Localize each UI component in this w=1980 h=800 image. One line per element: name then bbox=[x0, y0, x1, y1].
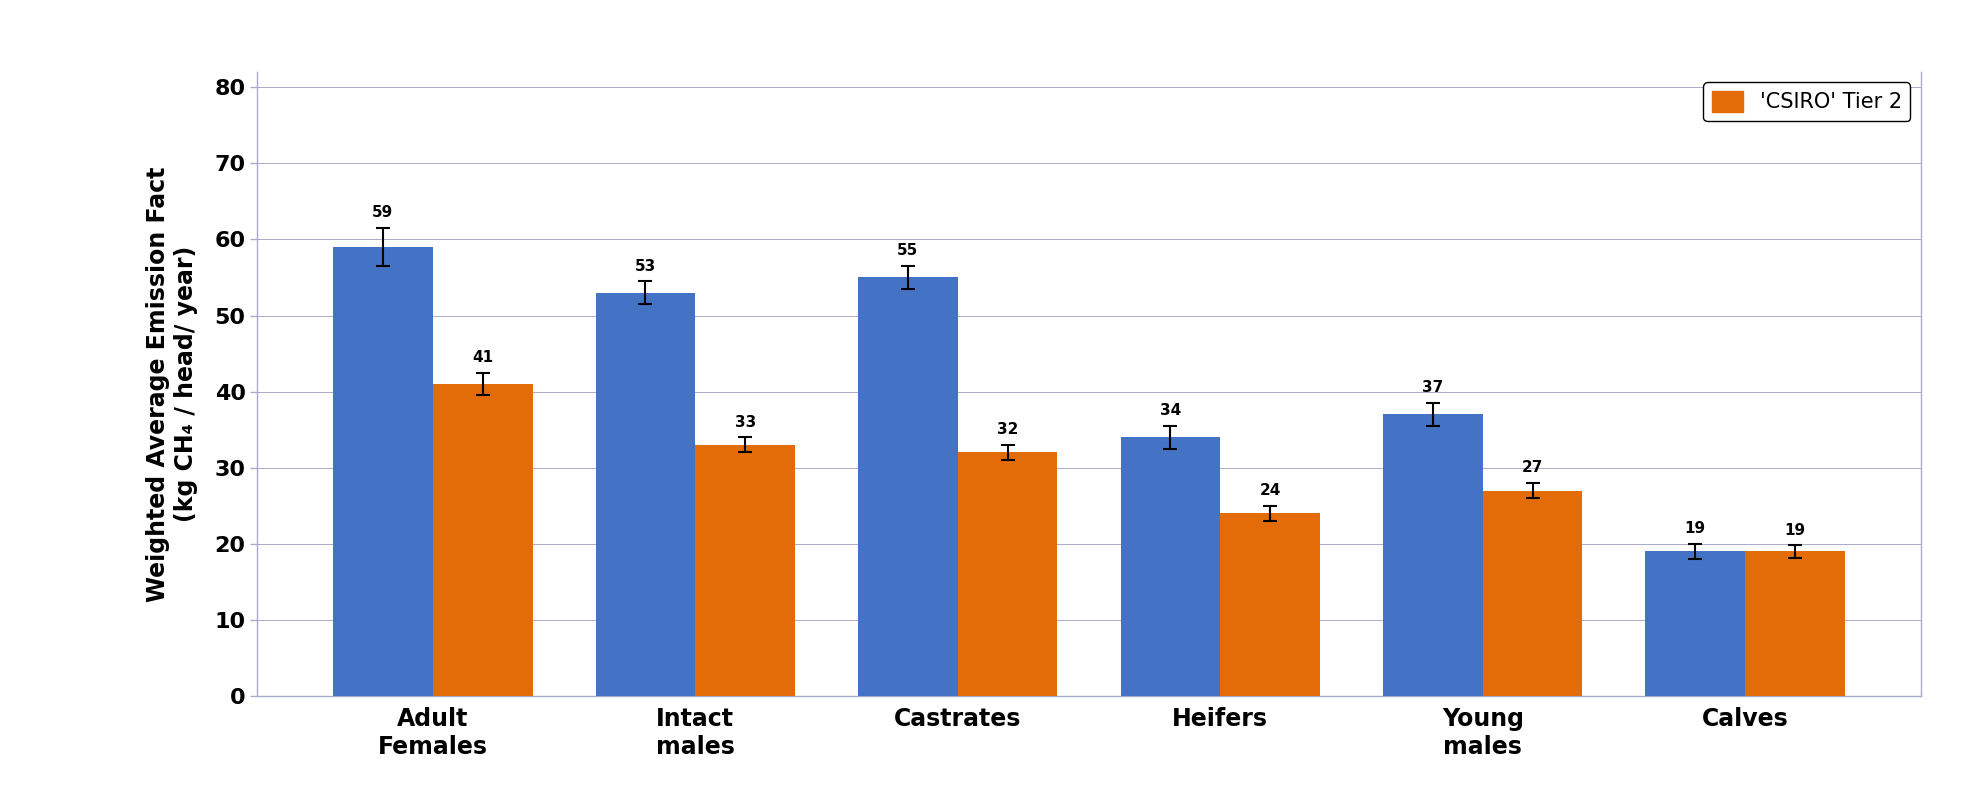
Bar bbox=[1121, 438, 1220, 696]
Bar bbox=[333, 247, 434, 696]
Text: 19: 19 bbox=[1685, 521, 1707, 536]
Text: 27: 27 bbox=[1523, 460, 1542, 475]
Bar bbox=[596, 293, 695, 696]
Text: 33: 33 bbox=[735, 414, 756, 430]
Legend: 'CSIRO' Tier 2: 'CSIRO' Tier 2 bbox=[1703, 82, 1911, 121]
Bar bbox=[1645, 551, 1744, 696]
Y-axis label: Weighted Average Emission Fact
(kg CH₄ / head/ year): Weighted Average Emission Fact (kg CH₄ /… bbox=[147, 166, 198, 602]
Text: 55: 55 bbox=[897, 243, 919, 258]
Bar bbox=[1220, 514, 1321, 696]
Bar bbox=[1744, 551, 1845, 696]
Bar bbox=[857, 278, 958, 696]
Bar bbox=[1382, 414, 1483, 696]
Bar bbox=[958, 453, 1057, 696]
Text: 19: 19 bbox=[1784, 522, 1806, 538]
Text: 32: 32 bbox=[998, 422, 1018, 438]
Text: 34: 34 bbox=[1160, 403, 1180, 418]
Text: 53: 53 bbox=[636, 258, 655, 274]
Text: 59: 59 bbox=[372, 206, 394, 220]
Text: 24: 24 bbox=[1259, 483, 1281, 498]
Bar bbox=[695, 445, 796, 696]
Bar bbox=[434, 384, 533, 696]
Text: 41: 41 bbox=[471, 350, 493, 365]
Bar bbox=[1483, 490, 1582, 696]
Text: 37: 37 bbox=[1422, 381, 1443, 395]
